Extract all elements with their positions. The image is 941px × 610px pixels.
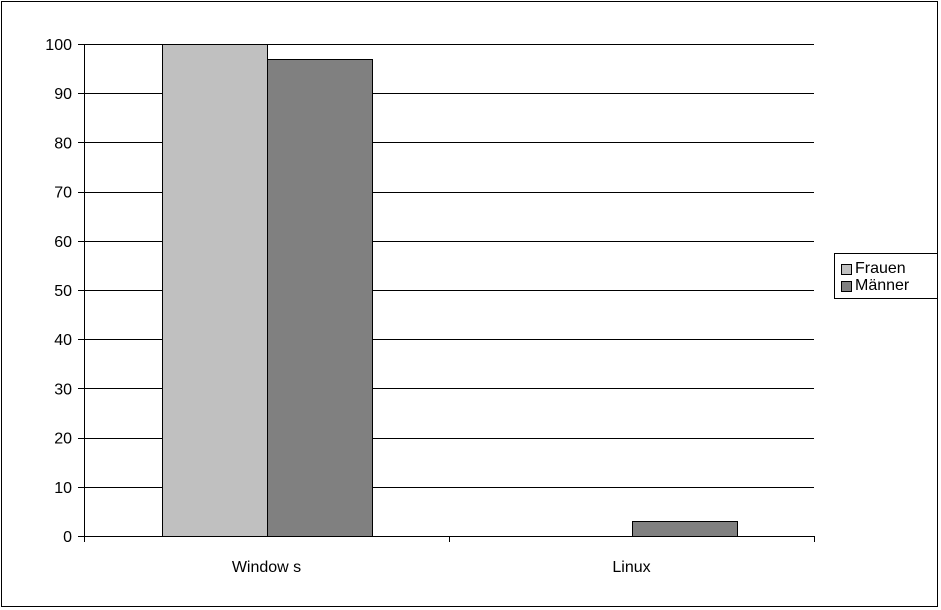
y-tick-label-80: 80 (54, 135, 72, 152)
y-tick-label-100: 100 (45, 37, 72, 54)
y-tick-label-70: 70 (54, 185, 72, 202)
y-tick-label-10: 10 (54, 480, 72, 497)
legend-label-frauen: Frauen (855, 260, 906, 277)
legend-label-maenner: Männer (855, 277, 910, 294)
bar-frauen-0 (162, 44, 268, 537)
legend-item-frauen: Frauen (841, 259, 906, 279)
legend-item-maenner: Männer (841, 276, 909, 296)
y-tick-label-30: 30 (54, 381, 72, 398)
x-category-label-0: Window s (232, 559, 301, 576)
bar-m-nner-0 (267, 59, 373, 537)
legend: Frauen Männer (834, 253, 938, 299)
legend-swatch-maenner (841, 280, 852, 292)
y-tick-label-0: 0 (63, 529, 72, 546)
axes (78, 44, 815, 542)
y-tick-label-60: 60 (54, 234, 72, 251)
axis-labels: 0 10 20 30 40 50 60 70 80 90 100 Window s Linux (45, 37, 650, 576)
legend-swatch-frauen (841, 263, 852, 275)
y-tick-label-90: 90 (54, 86, 72, 103)
y-tick-label-20: 20 (54, 431, 72, 448)
x-category-label-1: Linux (612, 559, 650, 576)
bar-m-nner-1 (632, 521, 738, 537)
y-tick-label-50: 50 (54, 283, 72, 300)
y-tick-label-40: 40 (54, 332, 72, 349)
